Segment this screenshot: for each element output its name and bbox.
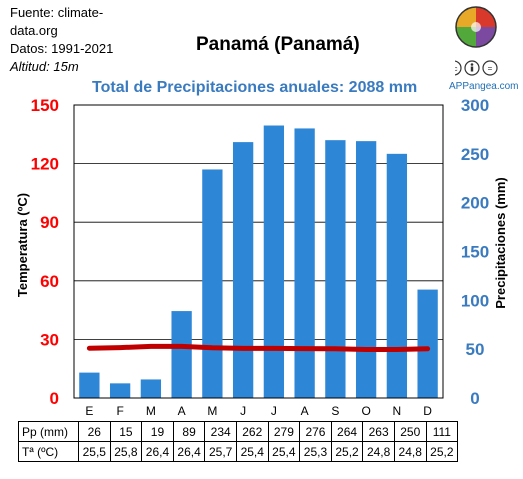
altitude-line: Altitud: 15m — [10, 59, 79, 74]
temp-cell: 25,4 — [267, 441, 301, 462]
right-tick-label: 250 — [461, 145, 489, 164]
left-tick-label: 120 — [31, 155, 59, 174]
month-label: E — [85, 404, 93, 418]
precip-cell: 19 — [141, 421, 174, 442]
precip-bar — [325, 140, 346, 398]
precip-cell: 264 — [330, 421, 364, 442]
right-tick-label: 0 — [470, 389, 479, 408]
temperature-line-group — [86, 343, 431, 353]
precip-bar — [417, 289, 438, 398]
month-label: A — [301, 404, 309, 418]
precip-cell: 111 — [425, 421, 459, 442]
temp-cell: 25,8 — [109, 441, 143, 462]
month-label: O — [361, 404, 370, 418]
right-tick-label: 300 — [461, 96, 489, 115]
precip-cell: 276 — [299, 421, 332, 442]
source-line: Fuente: climate- — [10, 5, 104, 20]
left-tick-label: 90 — [40, 213, 59, 232]
temp-cell: 24,8 — [362, 441, 395, 462]
precip-bar — [232, 142, 254, 398]
precip-row: Pp (mm) 26 15 19 89 234 262 279 276 264 … — [18, 421, 459, 442]
precip-bar — [355, 141, 377, 399]
month-label: J — [240, 404, 246, 418]
temp-cell: 25,4 — [235, 441, 269, 462]
dates-line: Datos: 1991-2021 — [10, 41, 114, 56]
chart-subtitle: Total de Precipitaciones anuales: 2088 m… — [92, 79, 418, 96]
temp-cell: 24,8 — [393, 441, 427, 462]
month-label: N — [393, 404, 402, 418]
right-tick-label: 200 — [461, 194, 489, 213]
svg-text:=: = — [488, 64, 493, 73]
month-label: M — [146, 404, 156, 418]
source-line: data.org — [10, 23, 58, 38]
precip-cell: 262 — [235, 421, 269, 442]
right-tick-label: 50 — [466, 340, 485, 359]
temp-cell: 25,5 — [78, 441, 111, 462]
precip-row-label: Pp (mm) — [18, 421, 79, 442]
appangea-logo: cc = APPangea.com — [446, 5, 519, 95]
month-label: S — [331, 404, 339, 418]
climate-data-table: Pp (mm) 26 15 19 89 234 262 279 276 264 … — [18, 421, 459, 462]
precip-cell: 89 — [172, 421, 206, 442]
month-label: M — [207, 404, 217, 418]
month-label: J — [271, 404, 277, 418]
left-tick-label: 30 — [40, 330, 59, 349]
right-tick-label: 100 — [461, 291, 489, 310]
chart-title: Panamá (Panamá) — [196, 34, 360, 55]
month-label: F — [116, 404, 123, 418]
temp-row-label: Tª (ºC) — [18, 441, 79, 462]
precipitation-bars — [79, 125, 438, 399]
precip-bar — [109, 383, 131, 398]
left-tick-label: 0 — [50, 389, 59, 408]
precip-bar — [140, 379, 162, 398]
temp-cell: 25,7 — [204, 441, 237, 462]
precip-cell: 263 — [362, 421, 395, 442]
right-axis-ticks: 0 50 100 150 200 250 300 — [461, 96, 489, 408]
month-label: A — [178, 404, 186, 418]
precip-cell: 26 — [78, 421, 111, 442]
precip-bar — [171, 311, 192, 398]
left-axis-label: Temperatura (ºC) — [15, 193, 30, 297]
temp-cell: 25,3 — [299, 441, 332, 462]
precip-cell: 279 — [267, 421, 301, 442]
right-axis-label: Precipitaciones (mm) — [493, 177, 508, 309]
gridlines — [74, 163, 443, 340]
left-tick-label: 150 — [31, 96, 59, 115]
temp-row: Tª (ºC) 25,5 25,8 26,4 26,4 25,7 25,4 25… — [18, 441, 459, 462]
left-axis-ticks: 0 30 60 90 120 150 — [31, 96, 59, 408]
precip-bar — [79, 372, 100, 398]
source-info: Fuente: climate- data.org Datos: 1991-20… — [10, 4, 113, 76]
precip-cell: 234 — [204, 421, 237, 442]
month-label: D — [423, 404, 432, 418]
svg-text:cc: cc — [455, 66, 458, 73]
precip-bar — [202, 169, 223, 398]
puzzle-logo-icon: cc = — [446, 6, 498, 76]
temp-cell: 26,4 — [172, 441, 206, 462]
precip-cell: 15 — [109, 421, 143, 442]
site-name: APPangea.com — [449, 81, 519, 92]
precip-bar — [263, 125, 285, 398]
temp-cell: 26,4 — [141, 441, 174, 462]
right-tick-label: 150 — [461, 243, 489, 262]
precip-bar — [294, 128, 315, 398]
left-tick-label: 60 — [40, 272, 59, 291]
climate-chart: 0 30 60 90 120 150 0 50 100 150 200 250 300 E F M A M J J… — [15, 96, 508, 418]
temp-cell: 25,2 — [330, 441, 364, 462]
temp-cell: 25,2 — [425, 441, 459, 462]
precip-bar — [386, 153, 408, 398]
precip-cell: 250 — [393, 421, 427, 442]
plot-frame — [73, 104, 444, 399]
temperature-line — [86, 343, 431, 353]
